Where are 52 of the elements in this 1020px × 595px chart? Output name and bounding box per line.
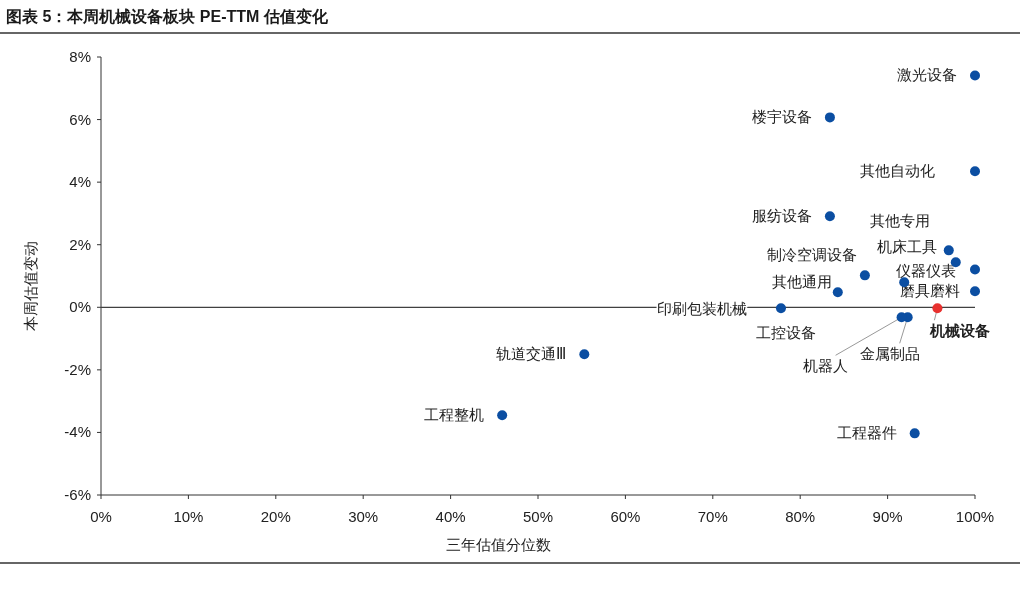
y-tick-label: 2% — [69, 235, 91, 253]
point — [579, 349, 590, 360]
annotation: 机械设备 — [929, 322, 991, 340]
x-tick-label: 40% — [435, 508, 466, 525]
y-tick-label: 6% — [69, 110, 91, 128]
x-tick-label: 80% — [785, 508, 816, 525]
y-axis-title: 本周估值变动 — [22, 241, 39, 331]
annotation: 其他自动化 — [860, 162, 935, 180]
x-tick-label: 20% — [260, 508, 291, 525]
x-axis-title: 三年估值分位数 — [445, 536, 551, 553]
annotation: 仪器仪表 — [896, 262, 956, 280]
x-tick-label: 30% — [348, 508, 379, 525]
annotation: 其他专用 — [869, 212, 930, 230]
x-tick-label: 70% — [697, 508, 728, 525]
x-tick-label: 100% — [955, 508, 995, 525]
x-tick-label: 0% — [90, 508, 112, 525]
point — [943, 245, 954, 256]
annotation: 工控设备 — [755, 324, 816, 342]
annotation: 轨道交通Ⅲ — [495, 345, 567, 363]
x-tick-label: 90% — [872, 508, 903, 525]
annotation: 服纺设备 — [751, 207, 812, 225]
annotation: 工程整机 — [424, 406, 485, 424]
y-tick-label: -4% — [64, 423, 91, 441]
point — [932, 303, 943, 314]
point — [824, 211, 835, 222]
y-tick-label: -2% — [64, 360, 91, 378]
point — [970, 286, 980, 297]
annotation: 工程器件 — [836, 424, 897, 442]
x-tick-label: 50% — [522, 508, 554, 525]
point — [497, 410, 508, 421]
point — [775, 303, 786, 314]
y-tick-label: 4% — [69, 173, 91, 191]
annotation: 机床工具 — [876, 238, 937, 256]
annotation: 机器人 — [803, 357, 849, 375]
y-tick-label: -6% — [64, 486, 91, 503]
annotation: 金属制品 — [859, 345, 920, 363]
annotation: 楼宇设备 — [751, 108, 812, 126]
annotation: 其他通用 — [771, 273, 832, 291]
point — [909, 428, 920, 439]
point — [970, 70, 980, 81]
x-tick-label: 10% — [173, 508, 204, 525]
y-tick-label: 0% — [69, 298, 91, 316]
point — [824, 112, 835, 123]
point — [859, 270, 870, 281]
point — [970, 166, 980, 177]
y-tick-label: 8% — [69, 48, 91, 65]
chart-title: 图表 5：本周机械设备板块 PE-TTM 估值变化 — [6, 8, 329, 25]
point — [832, 287, 843, 298]
point — [970, 264, 980, 275]
x-tick-label: 60% — [610, 508, 641, 525]
annotation: 激光设备 — [897, 66, 957, 84]
annotation: 制冷空调设备 — [766, 246, 857, 264]
